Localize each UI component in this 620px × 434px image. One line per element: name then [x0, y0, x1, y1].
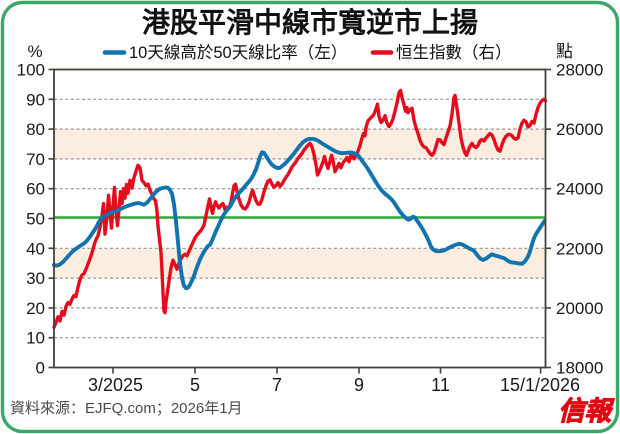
svg-text:點: 點: [556, 42, 573, 61]
svg-text:28000: 28000: [556, 61, 603, 80]
svg-text:70: 70: [26, 150, 45, 169]
svg-text:26000: 26000: [556, 120, 603, 139]
svg-text:信報: 信報: [558, 396, 615, 426]
svg-text:7: 7: [272, 375, 282, 395]
svg-text:9: 9: [354, 375, 364, 395]
svg-text:30: 30: [26, 269, 45, 288]
svg-text:3/2025: 3/2025: [88, 375, 143, 395]
svg-text:10: 10: [26, 329, 45, 348]
svg-text:15/1/2026: 15/1/2026: [500, 375, 580, 395]
svg-text:恒生指數（右）: 恒生指數（右）: [396, 43, 512, 62]
svg-text:0: 0: [36, 359, 45, 378]
svg-text:20000: 20000: [556, 299, 603, 318]
svg-text:90: 90: [26, 90, 45, 109]
svg-text:資料來源：EJFQ.com；2026年1月: 資料來源：EJFQ.com；2026年1月: [10, 400, 243, 417]
svg-text:18000: 18000: [556, 359, 603, 378]
svg-text:11: 11: [431, 375, 450, 395]
svg-text:港股平滑中線市寬逆市上揚: 港股平滑中線市寬逆市上揚: [142, 6, 478, 38]
svg-text:10天線高於50天線比率（左）: 10天線高於50天線比率（左）: [129, 43, 347, 62]
svg-text:50: 50: [26, 210, 45, 229]
svg-text:20: 20: [26, 299, 45, 318]
svg-text:24000: 24000: [556, 180, 603, 199]
svg-text:100: 100: [17, 61, 45, 80]
svg-text:22000: 22000: [556, 239, 603, 258]
svg-text:60: 60: [26, 180, 45, 199]
svg-text:80: 80: [26, 120, 45, 139]
svg-text:40: 40: [26, 239, 45, 258]
svg-text:%: %: [27, 42, 42, 61]
svg-text:5: 5: [190, 375, 200, 395]
